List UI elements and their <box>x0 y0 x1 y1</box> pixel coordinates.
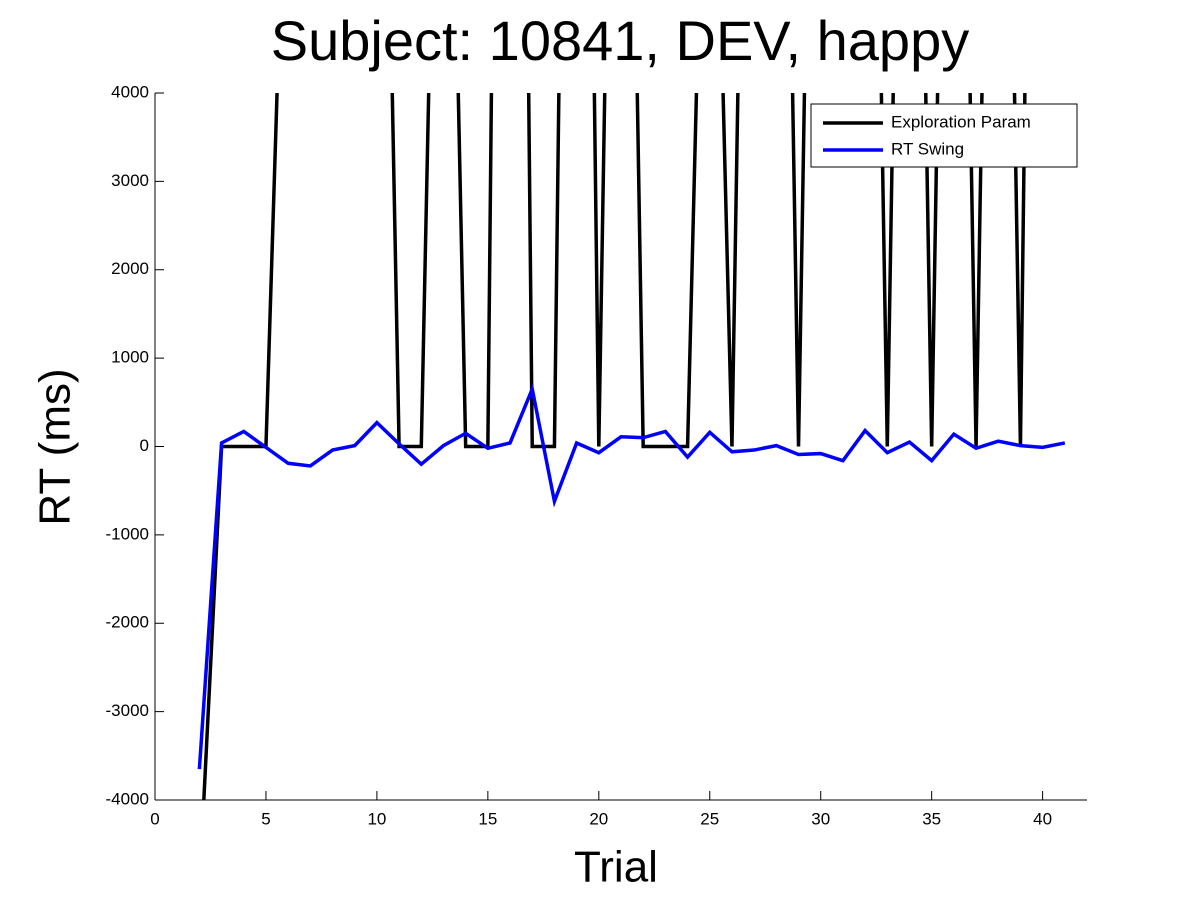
x-tick-label: 40 <box>1033 809 1052 828</box>
y-axis-label: RT (ms) <box>31 368 80 525</box>
y-tick-label: 3000 <box>111 171 149 190</box>
plot-area <box>197 93 1066 800</box>
x-tick-label: 35 <box>922 809 941 828</box>
chart-title: Subject: 10841, DEV, happy <box>271 9 969 72</box>
legend-label: RT Swing <box>891 139 964 158</box>
legend-box <box>810 103 1078 168</box>
y-tick-label: -1000 <box>106 524 149 543</box>
legend-label: Exploration Param <box>891 112 1031 131</box>
x-axis-label: Trial <box>574 843 658 892</box>
y-tick-label: 2000 <box>111 259 149 278</box>
x-tick-label: 0 <box>150 809 159 828</box>
x-tick-label: 25 <box>700 809 719 828</box>
x-tick-label: 10 <box>367 809 386 828</box>
y-tick-label: 4000 <box>111 82 149 101</box>
y-tick-label: 1000 <box>111 348 149 367</box>
x-tick-label: 5 <box>261 809 270 828</box>
x-tick-label: 20 <box>589 809 608 828</box>
x-tick-label: 30 <box>811 809 830 828</box>
y-tick-label: -2000 <box>106 613 149 632</box>
series-line <box>197 383 1066 770</box>
x-tick-label: 15 <box>478 809 497 828</box>
y-tick-label: 0 <box>140 436 149 455</box>
y-tick-label: -3000 <box>106 701 149 720</box>
y-tick-label: -4000 <box>106 789 149 808</box>
